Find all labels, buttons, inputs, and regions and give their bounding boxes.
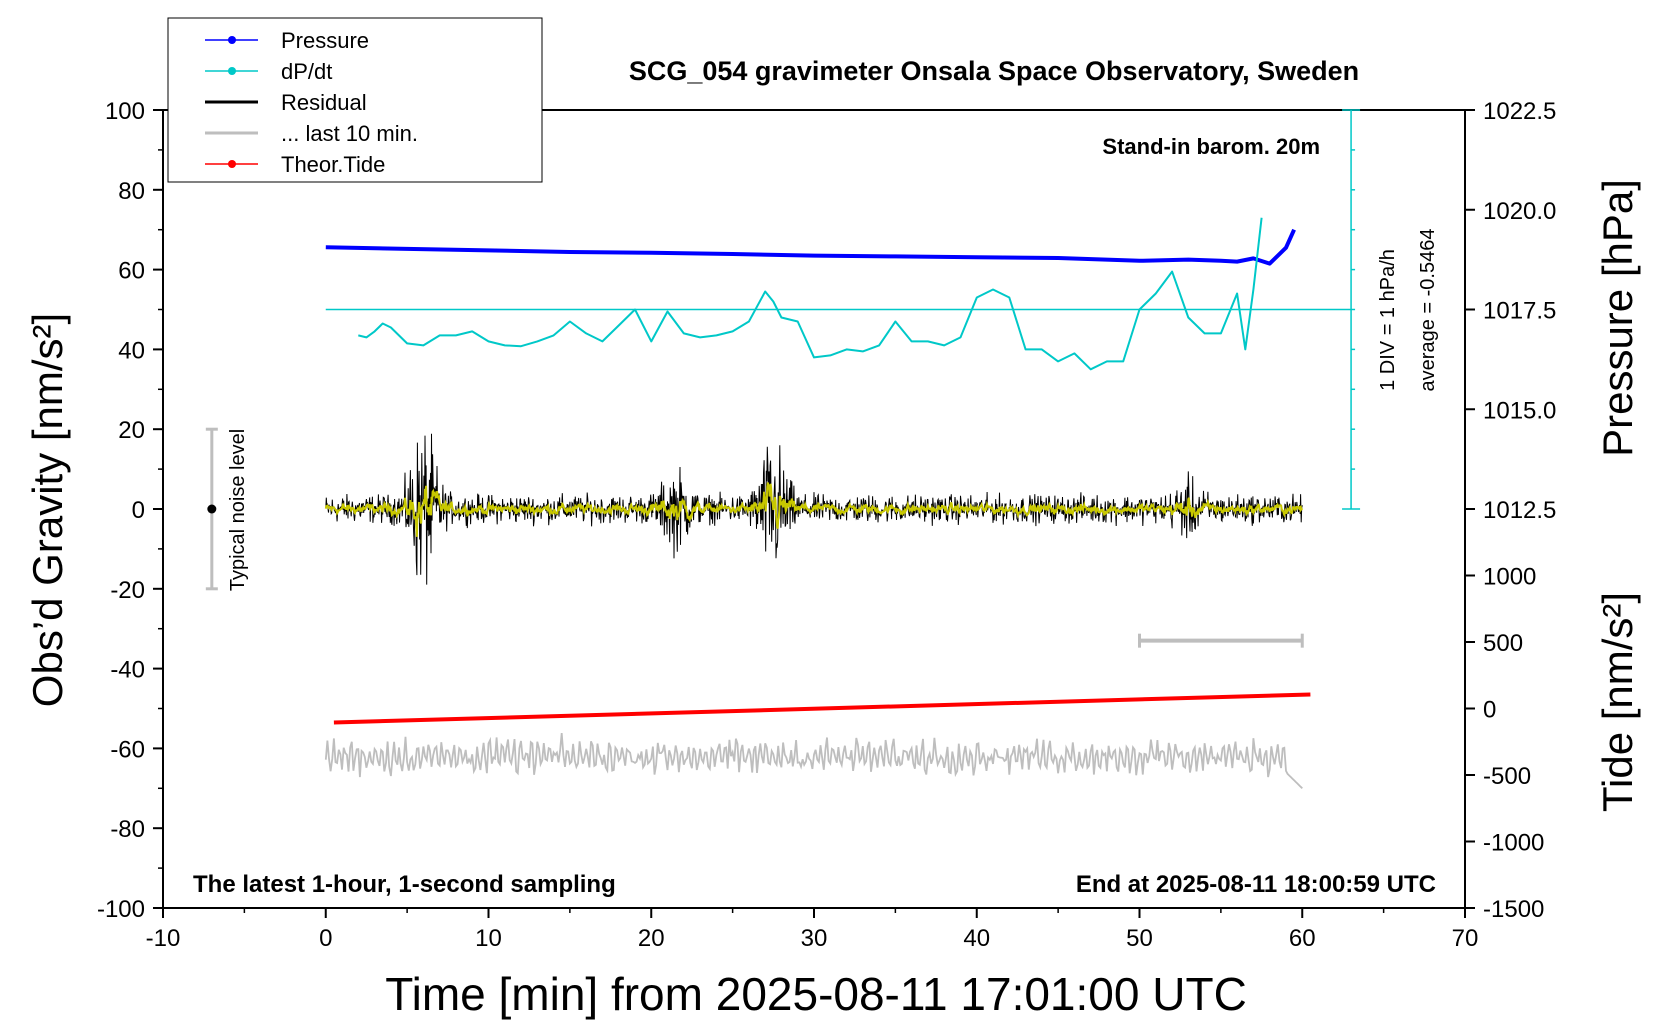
- y-axis-ticks-tide: -1500 -1000 -500 0 500 1000: [1465, 564, 1544, 923]
- chart-title: SCG_054 gravimeter Onsala Space Observat…: [629, 56, 1359, 86]
- y-tick-label: -100: [97, 896, 145, 923]
- y-tick-label: 80: [118, 178, 145, 205]
- legend-label-theor-tide: Theor.Tide: [281, 152, 385, 177]
- pressure-tick-label: 1015.0: [1483, 397, 1556, 424]
- tide-tick-label: -500: [1483, 763, 1531, 790]
- noise-level-label: Typical noise level: [227, 429, 249, 591]
- y-tick-label: -40: [110, 657, 145, 684]
- barometer-note: Stand-in barom. 20m: [1102, 134, 1320, 159]
- y-axis-label-gravity: Obs’d Gravity [nm/s²]: [24, 313, 71, 707]
- y-axis-label-pressure: Pressure [hPa]: [1594, 179, 1641, 457]
- x-tick-label: 20: [638, 925, 665, 952]
- legend-label-residual: Residual: [281, 90, 367, 115]
- y-tick-label: -60: [110, 736, 145, 763]
- y-tick-label: 20: [118, 417, 145, 444]
- y-tick-label: 0: [132, 497, 145, 524]
- dpdt-division-label: 1 DIV = 1 hPa/h: [1377, 249, 1399, 391]
- noise-bar-dot: [207, 504, 217, 514]
- y-tick-label: -80: [110, 816, 145, 843]
- series-dp-dt: [358, 217, 1263, 371]
- x-tick-label: 40: [963, 925, 990, 952]
- x-tick-label: 70: [1452, 925, 1479, 952]
- tide-tick-label: 500: [1483, 630, 1523, 657]
- pressure-tick-label: 1017.5: [1483, 298, 1556, 325]
- tide-tick-label: -1500: [1483, 896, 1544, 923]
- x-tick-label: 30: [801, 925, 828, 952]
- x-tick-label: -10: [146, 925, 181, 952]
- y-axis-ticks-gravity: -100 -80 -60 -40 -20 0 20 40 60 80 100: [97, 98, 163, 923]
- pressure-tick-label: 1022.5: [1483, 98, 1556, 125]
- latest-hour-note: The latest 1-hour, 1-second sampling: [193, 871, 616, 898]
- end-time-note: End at 2025-08-11 18:00:59 UTC: [1076, 871, 1436, 898]
- series-pressure: [325, 228, 1296, 266]
- y-tick-label: 100: [105, 98, 145, 125]
- y-tick-label: -20: [110, 577, 145, 604]
- residual-line: [325, 433, 1303, 585]
- y-tick-label: 60: [118, 258, 145, 285]
- tide-tick-label: 1000: [1483, 564, 1536, 591]
- legend-label-last-10-min: ... last 10 min.: [281, 121, 418, 146]
- series-theor-tide: [333, 692, 1311, 725]
- residual-smoothed-line: [324, 482, 1304, 537]
- x-tick-label: 60: [1289, 925, 1316, 952]
- pressure-tick-label: 1020.0: [1483, 198, 1556, 225]
- legend: Pressure dP/dt Residual ... last 10 min. The…: [167, 17, 543, 183]
- x-tick-label: 10: [475, 925, 502, 952]
- dpdt-average-label: average = -0.5464: [1417, 229, 1439, 392]
- y-axis-ticks-pressure: 1012.5 1015.0 1017.5 1020.0 1022.5: [1465, 98, 1556, 524]
- legend-marker-dp-dt: [228, 67, 236, 75]
- marker-layer: [205, 427, 1304, 648]
- legend-label-dp-dt: dP/dt: [281, 59, 332, 84]
- series-layer: [324, 217, 1352, 789]
- x-axis-ticks: -10 0 10 20 30 40 50 60 70: [146, 908, 1479, 952]
- tide-tick-label: -1000: [1483, 830, 1544, 857]
- y-axis-label-tide: Tide [nm/s²]: [1594, 592, 1641, 812]
- legend-label-pressure: Pressure: [281, 28, 369, 53]
- y-tick-label: 40: [118, 337, 145, 364]
- x-axis-label: Time [min] from 2025-08-11 17:01:00 UTC: [385, 968, 1247, 1020]
- x-tick-label: 50: [1126, 925, 1153, 952]
- legend-marker-pressure: [228, 36, 236, 44]
- legend-marker-theor-tide: [228, 160, 236, 168]
- x-tick-label: 0: [319, 925, 332, 952]
- pressure-tick-label: 1012.5: [1483, 497, 1556, 524]
- last-10-min-line: [324, 733, 1303, 789]
- legend-box: [167, 17, 543, 183]
- tide-tick-label: 0: [1483, 697, 1496, 724]
